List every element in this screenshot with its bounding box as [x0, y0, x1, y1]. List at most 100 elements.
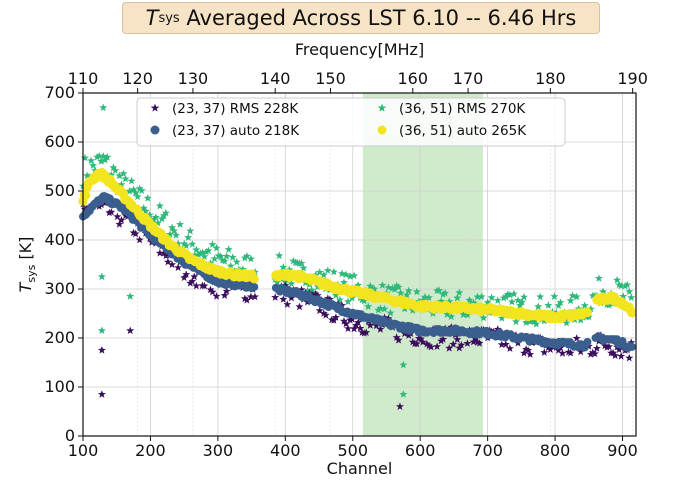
data-point-2 — [374, 306, 383, 314]
data-point-2 — [137, 186, 146, 194]
title-subscript: sys — [158, 10, 180, 26]
data-point-2 — [469, 298, 478, 307]
data-point-0 — [566, 348, 575, 357]
data-point-2 — [360, 296, 369, 305]
data-point-0 — [609, 348, 618, 357]
y-tick-label: 100 — [44, 377, 75, 396]
data-point-0 — [366, 321, 375, 329]
x-tick-label: 200 — [135, 441, 166, 460]
data-point-2 — [186, 226, 195, 235]
plot-frame — [82, 92, 637, 437]
data-point-0 — [186, 279, 195, 287]
data-point-0 — [449, 340, 458, 348]
data-point-2 — [141, 207, 150, 215]
data-point-0 — [404, 331, 413, 339]
data-point-2 — [350, 271, 359, 279]
data-point-2 — [170, 226, 178, 235]
data-point-2 — [505, 290, 514, 299]
data-point-0 — [113, 212, 122, 221]
data-point-2 — [509, 289, 518, 298]
data-point-2 — [240, 253, 249, 262]
y-tick-label: 0 — [65, 426, 75, 445]
data-point-2 — [619, 292, 628, 300]
data-point-2 — [133, 192, 142, 201]
data-point-0 — [164, 257, 172, 266]
data-point-2 — [303, 286, 312, 295]
data-point-2 — [309, 288, 318, 296]
data-point-2 — [386, 308, 395, 317]
data-point-2 — [530, 317, 539, 326]
x-tick-label: 300 — [203, 441, 234, 460]
data-point-1 — [583, 337, 592, 346]
data-point-2 — [420, 292, 429, 301]
data-point-2 — [340, 278, 348, 286]
data-point-2 — [97, 157, 106, 165]
data-point-2 — [85, 172, 94, 181]
data-point-2 — [566, 296, 575, 305]
y-tick-label: 300 — [44, 279, 75, 298]
data-point-0 — [592, 344, 601, 352]
data-point-2 — [331, 291, 340, 299]
legend-marker — [377, 125, 387, 135]
data-point-0 — [572, 334, 581, 342]
x2-tick-label: 170 — [453, 69, 484, 88]
data-point-2 — [95, 151, 104, 160]
data-point-3 — [249, 274, 259, 284]
data-point-0 — [251, 292, 259, 301]
data-point-2 — [518, 297, 526, 306]
data-point-0 — [246, 292, 255, 301]
title-text: Averaged Across LST 6.10 -- 6.46 Hrs — [179, 6, 577, 30]
data-point-0 — [354, 318, 363, 326]
data-point-2 — [224, 245, 233, 253]
data-point-2 — [121, 174, 130, 183]
data-point-2 — [129, 185, 138, 194]
data-point-2 — [404, 286, 413, 295]
data-point-2 — [81, 153, 89, 162]
y-axis-label: Tsys [K] — [16, 237, 38, 293]
data-point-0 — [605, 342, 613, 351]
data-point-0 — [475, 339, 484, 347]
data-point-0 — [348, 315, 357, 323]
data-point-2 — [107, 170, 116, 179]
data-point-0 — [222, 287, 231, 295]
data-point-2 — [115, 171, 124, 180]
data-point-2 — [151, 213, 160, 221]
outlier-point — [126, 292, 135, 300]
data-point-2 — [168, 223, 176, 231]
legend-label: (36, 51) auto 265K — [399, 123, 527, 139]
data-point-2 — [441, 289, 450, 297]
data-point-0 — [131, 229, 140, 238]
data-point-2 — [370, 284, 379, 293]
x-tick-label: 800 — [540, 441, 571, 460]
outlier-point — [396, 402, 404, 410]
data-point-0 — [362, 328, 371, 336]
data-point-2 — [232, 257, 241, 266]
data-point-2 — [512, 317, 520, 326]
x2-tick-label: 110 — [68, 69, 99, 88]
y-tick-label: 500 — [44, 181, 75, 200]
x-tick-label: 500 — [337, 441, 368, 460]
data-point-0 — [311, 289, 320, 298]
data-point-0 — [497, 340, 506, 349]
data-point-2 — [459, 310, 468, 319]
data-point-0 — [439, 335, 448, 343]
legend-label: (23, 37) auto 218K — [172, 123, 300, 139]
data-point-2 — [556, 298, 565, 306]
data-point-2 — [366, 282, 375, 290]
data-point-2 — [493, 296, 502, 304]
data-point-2 — [599, 287, 607, 296]
data-point-2 — [586, 304, 595, 313]
data-point-0 — [242, 296, 251, 304]
legend-box — [136, 97, 566, 147]
data-point-0 — [295, 302, 304, 311]
data-point-0 — [473, 338, 482, 346]
data-point-2 — [202, 247, 211, 256]
data-point-2 — [346, 272, 355, 280]
x2-tick-label: 120 — [122, 69, 153, 88]
data-point-2 — [212, 243, 221, 252]
data-point-2 — [111, 166, 120, 174]
data-point-0 — [425, 341, 433, 350]
data-point-0 — [342, 319, 350, 328]
data-point-2 — [143, 194, 152, 202]
title-symbol: T — [145, 6, 159, 30]
